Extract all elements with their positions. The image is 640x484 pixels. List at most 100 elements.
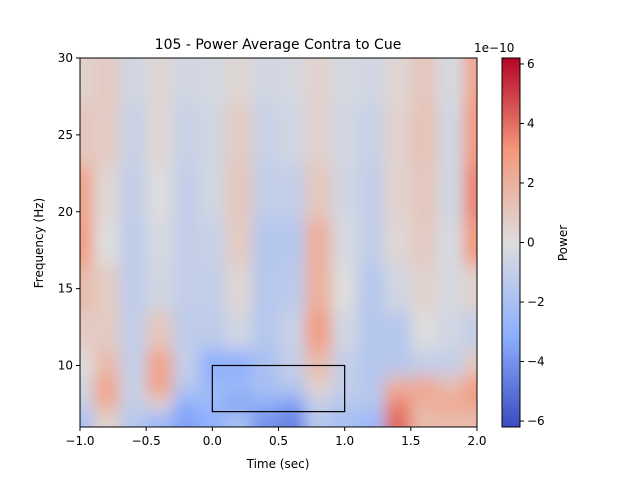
heatmap-cell xyxy=(146,350,174,378)
heatmap-cell xyxy=(463,377,477,397)
colorbar xyxy=(501,57,521,428)
colorbar-axis: −6 −4 −2 0 2 4 6 xyxy=(520,57,545,428)
heatmap-cell xyxy=(225,58,253,105)
heatmap-cell xyxy=(225,411,253,427)
heatmap-cell xyxy=(146,396,174,413)
heatmap-cell xyxy=(331,311,359,351)
heatmap-cell xyxy=(331,219,359,267)
heatmap-cell xyxy=(252,377,279,397)
heatmap-cell xyxy=(410,219,438,267)
heatmap-cell xyxy=(93,396,121,413)
x-tick-label: 1.0 xyxy=(335,434,354,448)
heatmap-cell xyxy=(463,58,477,105)
heatmap-cell xyxy=(119,377,147,397)
heatmap-cell xyxy=(410,350,438,378)
heatmap-cell xyxy=(225,377,253,397)
x-tick-label: 2.0 xyxy=(467,434,486,448)
heatmap-cell xyxy=(252,165,279,220)
heatmap-cell xyxy=(199,104,227,167)
heatmap-cell xyxy=(80,396,94,413)
y-tick-label: 25 xyxy=(58,128,73,142)
heatmap-cell xyxy=(278,265,306,313)
heatmap-cell xyxy=(463,350,477,378)
heatmap-cell xyxy=(146,311,174,351)
heatmap-cell xyxy=(93,377,121,397)
heatmap-cell xyxy=(304,350,332,378)
roi-rectangle xyxy=(211,364,346,413)
heatmap-cell xyxy=(304,104,332,167)
heatmap-cell xyxy=(463,411,477,427)
heatmap-cell xyxy=(172,411,200,427)
heatmap-cells xyxy=(80,58,477,427)
heatmap-cell xyxy=(146,104,174,167)
heatmap-cell xyxy=(304,411,332,427)
heatmap-cell xyxy=(146,411,174,427)
heatmap-cell xyxy=(172,350,200,378)
heatmap-cell xyxy=(119,311,147,351)
heatmap-cell xyxy=(199,265,227,313)
heatmap-cell xyxy=(357,311,385,351)
heatmap-cell xyxy=(172,311,200,351)
heatmap-cell xyxy=(437,104,465,167)
heatmap-cell xyxy=(463,265,477,313)
heatmap-cell xyxy=(80,58,94,105)
chart-title: 105 - Power Average Contra to Cue xyxy=(155,37,402,53)
heatmap-cell xyxy=(225,219,253,267)
heatmap-cell xyxy=(146,265,174,313)
heatmap-cell xyxy=(463,104,477,167)
heatmap-cell xyxy=(225,165,253,220)
heatmap-cell xyxy=(172,104,200,167)
heatmap-cell xyxy=(304,396,332,413)
heatmap-cell xyxy=(119,350,147,378)
heatmap-cell xyxy=(357,377,385,397)
heatmap-cell xyxy=(410,58,438,105)
heatmap-cell xyxy=(437,396,465,413)
heatmap-cell xyxy=(278,104,306,167)
heatmap-cell xyxy=(119,219,147,267)
heatmap-cell xyxy=(252,219,279,267)
colorbar-tick-label: −4 xyxy=(527,355,545,369)
heatmap-cell xyxy=(410,396,438,413)
heatmap-cell xyxy=(384,311,412,351)
y-axis-label: Frequency (Hz) xyxy=(32,198,46,289)
heatmap-cell xyxy=(93,311,121,351)
heatmap-cell xyxy=(357,411,385,427)
heatmap-cell xyxy=(93,165,121,220)
heatmap-cell xyxy=(357,219,385,267)
x-axis-label: Time (sec) xyxy=(246,457,310,471)
heatmap-cell xyxy=(463,165,477,220)
heatmap-cell xyxy=(225,311,253,351)
heatmap-cell xyxy=(304,58,332,105)
x-tick-label: 0.0 xyxy=(203,434,222,448)
heatmap-cell xyxy=(278,311,306,351)
heatmap-cell xyxy=(304,219,332,267)
heatmap-cell xyxy=(410,311,438,351)
colorbar-tick-label: 2 xyxy=(527,176,535,190)
heatmap-cell xyxy=(384,350,412,378)
heatmap-cell xyxy=(199,219,227,267)
heatmap-cell xyxy=(146,377,174,397)
heatmap-cell xyxy=(172,396,200,413)
heatmap-cell xyxy=(331,58,359,105)
heatmap-cell xyxy=(410,165,438,220)
heatmap-cell xyxy=(357,165,385,220)
heatmap-cell xyxy=(278,377,306,397)
heatmap-cell xyxy=(252,58,279,105)
heatmap-cell xyxy=(384,411,412,427)
heatmap-cell xyxy=(146,219,174,267)
heatmap-cell xyxy=(463,219,477,267)
heatmap-cell xyxy=(199,311,227,351)
heatmap-cell xyxy=(304,311,332,351)
heatmap-cell xyxy=(80,104,94,167)
heatmap-cell xyxy=(199,411,227,427)
x-tick-label: −0.5 xyxy=(132,434,161,448)
heatmap-cell xyxy=(278,165,306,220)
y-tick-label: 15 xyxy=(58,282,73,296)
heatmap-cell xyxy=(146,58,174,105)
x-tick-label: 0.5 xyxy=(269,434,288,448)
heatmap-cell xyxy=(172,377,200,397)
heatmap-cell xyxy=(199,165,227,220)
heatmap-cell xyxy=(410,377,438,397)
heatmap-cell xyxy=(331,165,359,220)
